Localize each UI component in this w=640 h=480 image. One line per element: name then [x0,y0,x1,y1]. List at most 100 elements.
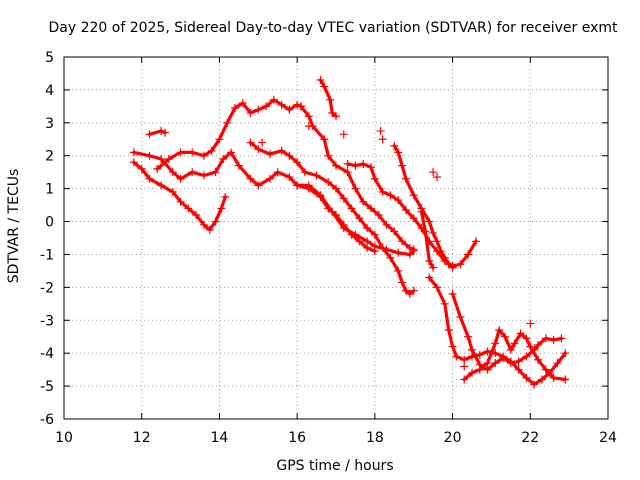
series-trace [318,78,338,118]
data-point [510,339,519,348]
data-point [429,229,438,238]
series-track-b [129,158,230,234]
data-point [499,354,508,363]
data-point [359,159,368,168]
data-point [157,127,166,136]
data-point [468,345,476,354]
data-point [157,181,166,190]
y-tick-label: 5 [45,50,54,66]
data-point [221,192,230,201]
data-point [332,210,340,219]
data-point [448,263,457,272]
data-point [394,248,403,257]
data-point [440,253,449,262]
data-point [398,161,407,170]
data-point [332,184,340,193]
data-point [285,105,294,114]
y-tick-label: -5 [40,379,54,395]
data-point [199,220,208,229]
data-point [207,146,216,155]
series-trace [451,292,563,372]
series-trace [462,328,567,382]
data-point [347,230,356,239]
data-point [351,161,360,170]
data-point [370,247,379,256]
y-tick-label: 3 [45,116,54,132]
data-point [374,210,383,219]
data-point [370,174,379,183]
data-point [378,187,387,196]
data-point [409,214,418,223]
data-point [456,312,465,321]
data-point [351,184,360,193]
data-point [483,347,492,356]
data-point [164,155,173,164]
data-point [300,168,309,177]
data-point [553,359,562,368]
data-point [168,168,177,177]
data-point [429,263,438,272]
data-point [269,95,278,104]
data-point [483,359,492,368]
data-point [230,104,239,113]
y-tick-label: -4 [40,346,54,362]
data-point [444,260,453,269]
data-point [522,373,531,382]
y-tick-label: -2 [40,280,54,296]
series-track-n [460,326,570,384]
series-track-i [343,159,480,270]
series-layer [129,76,570,389]
data-point [495,326,504,335]
series-track-d [145,127,170,139]
data-point [425,273,434,282]
data-point [199,151,208,160]
data-point [522,334,531,343]
data-point [359,197,368,206]
data-point [129,148,138,157]
data-point [297,102,306,111]
data-point [176,197,185,206]
data-point [137,164,146,173]
data-point [506,345,515,354]
data-point [328,108,337,117]
data-point [425,257,434,266]
data-point [254,181,263,190]
data-point [188,168,197,177]
data-point [145,151,154,160]
series-track-m [448,289,566,374]
data-point [440,299,449,308]
data-point [398,237,407,246]
data-point [370,230,379,239]
data-point [161,128,170,137]
series-track-f [293,181,379,256]
x-tick-label: 14 [211,430,229,446]
data-point [394,266,403,275]
data-point [471,237,480,246]
data-point [417,207,426,216]
data-point [184,204,193,213]
data-point [366,163,375,172]
y-tick-label: 1 [45,182,54,198]
data-point [378,243,387,252]
data-point [234,161,243,170]
data-point [304,122,313,131]
data-point [145,130,154,139]
data-point [285,151,294,160]
data-point [433,173,442,182]
data-point [265,150,274,159]
y-tick-label: -3 [40,313,54,329]
data-point [304,112,313,121]
x-tick-label: 20 [444,430,462,446]
data-point [549,373,558,382]
data-point [246,138,255,147]
data-point [514,365,523,374]
data-point [405,289,414,298]
grid [64,57,608,419]
data-point [339,194,348,203]
data-point [534,340,543,349]
x-tick-label: 12 [133,430,151,446]
x-tick-label: 18 [366,430,384,446]
y-tick-label: -1 [40,247,54,263]
data-point [145,174,154,183]
